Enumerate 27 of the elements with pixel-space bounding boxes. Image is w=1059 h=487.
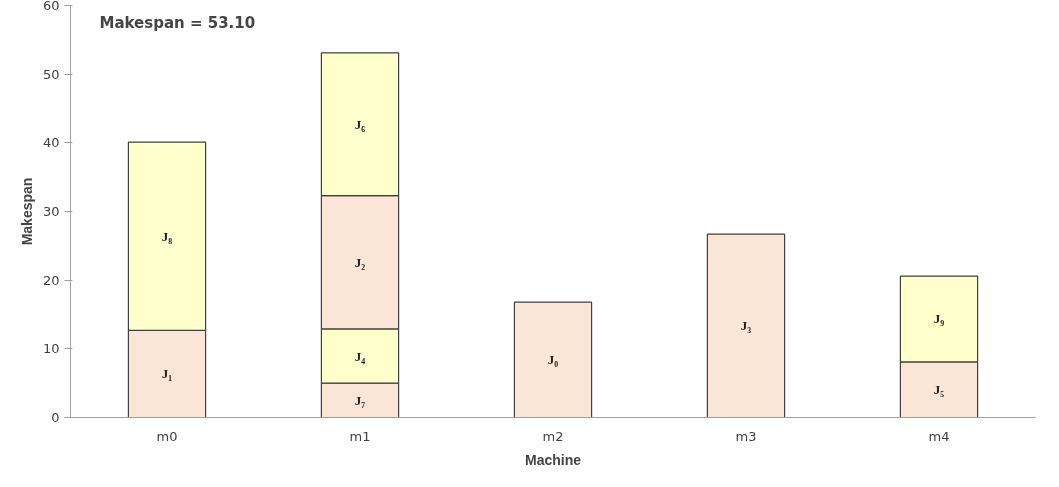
- y-tick-label: 50: [42, 66, 60, 82]
- x-tick-label: m0: [156, 428, 178, 444]
- data-label: J₈: [161, 228, 173, 244]
- x-tick-label: m4: [928, 428, 950, 444]
- data-label: J₆: [354, 116, 366, 132]
- data-label: J₃: [740, 318, 752, 334]
- y-tick-label: 60: [42, 0, 60, 13]
- data-label: J₄: [354, 348, 366, 364]
- y-axis-title: Makespan: [18, 177, 35, 246]
- x-tick-label: m2: [542, 428, 564, 444]
- y-tick-label: 30: [42, 204, 60, 219]
- data-label: J₉: [933, 311, 945, 327]
- y-tick-label: 0: [51, 410, 60, 425]
- data-label: J₅: [933, 382, 945, 398]
- x-tick-label: m3: [735, 428, 757, 444]
- y-tick-label: 10: [42, 341, 60, 357]
- x-tick-label: m1: [349, 428, 371, 444]
- annotation: Makespan = 53.10: [99, 13, 256, 32]
- bar: [513, 301, 593, 418]
- data-label: J₇: [354, 392, 366, 408]
- data-label: J₁: [161, 366, 173, 382]
- data-label: J₂: [354, 254, 366, 270]
- data-label: J₀: [547, 352, 559, 368]
- x-axis-title: Machine: [524, 451, 582, 468]
- y-tick-label: 20: [42, 272, 60, 288]
- y-tick-label: 40: [42, 135, 60, 151]
- bar: [706, 233, 786, 418]
